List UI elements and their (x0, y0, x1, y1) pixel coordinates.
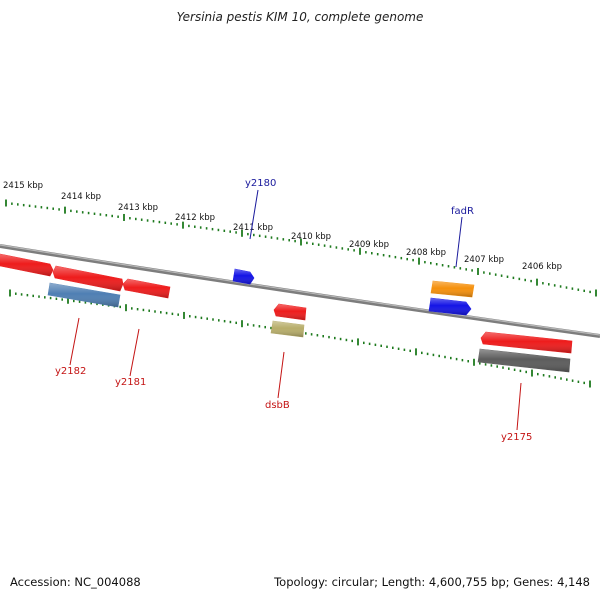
feature-shading (271, 321, 304, 337)
gene-label-fadR[interactable]: fadR (451, 206, 474, 217)
leader-y2175 (516, 382, 522, 431)
reverse-strand-features (47, 282, 571, 373)
gene-label-y2175[interactable]: y2175 (501, 432, 532, 443)
accession-text: Accession: NC_004088 (10, 575, 141, 589)
ruler-label-2406: 2406 kbp (522, 262, 562, 272)
feature-shading (48, 283, 120, 307)
ruler-labels: 2415 kbp 2414 kbp 2413 kbp 2412 kbp 2411… (3, 181, 562, 272)
ruler-label-2409: 2409 kbp (349, 240, 389, 250)
ruler-label-2408: 2408 kbp (406, 248, 446, 258)
gene-label-dsbB[interactable]: dsbB (265, 400, 290, 411)
leader-y2181 (129, 328, 140, 377)
feature-shading (233, 269, 254, 284)
genome-summary-text: Topology: circular; Length: 4,600,755 bp… (274, 575, 590, 589)
leader-dsbB (277, 351, 285, 399)
genome-backbone-highlight (0, 244, 600, 336)
feature-shading (53, 266, 123, 291)
feature-shading (478, 349, 570, 372)
genome-backbone (0, 244, 600, 338)
feature-shading (0, 254, 53, 276)
gene-label-y2182[interactable]: y2182 (55, 366, 86, 377)
feature-shading (123, 279, 170, 298)
feature-shading (431, 281, 474, 297)
ruler-label-2415: 2415 kbp (3, 181, 43, 191)
label-leaders (69, 189, 522, 431)
feature-shading (429, 298, 471, 315)
gene-label-y2181[interactable]: y2181 (115, 377, 146, 388)
ruler-label-2414: 2414 kbp (61, 192, 101, 202)
ruler-label-2411: 2411 kbp (233, 223, 273, 233)
ruler-label-2410: 2410 kbp (291, 232, 331, 242)
outer-ruler-ticks (5, 199, 597, 297)
map-title: Yersinia pestis KIM 10, complete genome (176, 10, 424, 24)
ruler-label-2413: 2413 kbp (118, 203, 158, 213)
leader-y2180 (249, 189, 259, 240)
ruler-label-2407: 2407 kbp (464, 255, 504, 265)
gene-label-y2180[interactable]: y2180 (245, 178, 276, 189)
feature-shading (274, 304, 306, 320)
leader-y2182 (69, 317, 80, 366)
leader-fadR (455, 216, 463, 268)
gene-labels: y2180 fadR y2182 y2181 dsbB y2175 (55, 178, 532, 443)
forward-strand-features (0, 253, 573, 354)
ruler-label-2412: 2412 kbp (175, 213, 215, 223)
feature-shading (481, 332, 572, 353)
